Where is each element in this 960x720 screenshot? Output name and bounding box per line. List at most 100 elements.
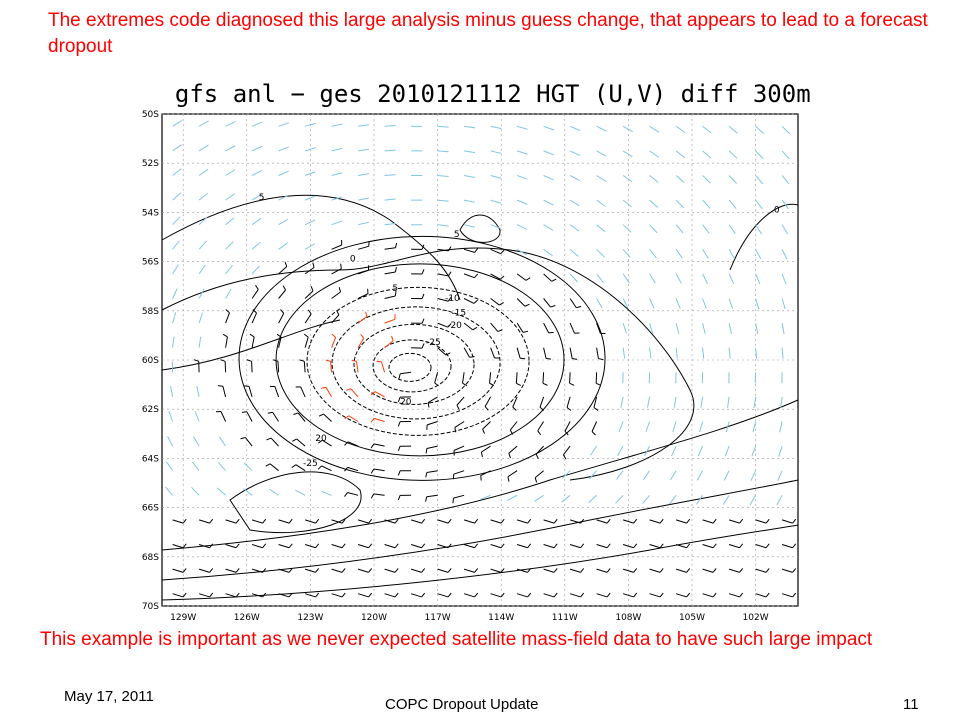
wind-barb [348,415,359,422]
wind-barb [437,150,449,153]
wind-barb-feather [395,242,398,248]
wind-barb [453,494,465,499]
wind-barb [649,199,659,208]
wind-barb [172,519,184,524]
contour-line [161,194,461,301]
wind-barb-feather [564,430,569,436]
wind-barb-feather [606,568,611,573]
wind-barb [728,224,736,234]
wind-barb [723,470,730,481]
wind-barb [569,224,580,232]
wind-barb [456,396,465,406]
wind-barb [569,199,580,207]
wind-barb-feather [548,331,554,334]
contour-line [306,286,530,436]
wind-barb [225,336,228,348]
wind-barb [561,470,571,479]
wind-barb [566,396,571,408]
wind-barb [543,519,555,524]
wind-barb-feather [633,518,638,524]
wind-barb [269,488,279,496]
wind-barb [384,318,396,324]
wind-barb [596,568,608,573]
wind-barb [508,445,518,454]
wind-barb-feather [280,309,285,314]
wind-barb [453,445,465,451]
wind-barb [622,298,629,309]
wind-barb-feather [546,357,552,360]
wind-barb [304,519,316,524]
wind-barb-feather [712,568,717,573]
wind-barb-feather [659,518,664,524]
contour-line [161,479,799,581]
wind-barb [427,396,438,403]
wind-barb [225,593,237,598]
wind-barb-feather [452,498,454,504]
wind-barb [331,123,343,127]
wind-barb [781,519,793,524]
wind-barb-feather [527,518,532,524]
y-tick-label: 54S [142,208,159,218]
wind-barb [543,347,547,359]
wind-barb [410,544,422,549]
wind-barb [596,544,608,549]
wind-barb [251,544,263,549]
wind-barb [644,445,651,457]
wind-barb-feather [312,262,315,268]
wind-barb-feather [524,303,530,307]
wind-barb [331,314,340,324]
wind-barb-feather [553,518,558,524]
wind-barb-feather [447,592,452,598]
wind-barb [410,519,422,524]
wind-barb [358,148,370,152]
wind-barb [269,463,279,472]
wind-barb [384,295,396,299]
wind-barb [374,391,385,398]
wind-barb-feather [331,333,336,338]
wind-barb [543,568,555,573]
wind-barb [702,150,712,159]
wind-barb [622,199,632,208]
wind-barb-feather [474,543,479,549]
wind-barb [331,291,341,299]
wind-barb [331,568,343,573]
wind-barb-feather [425,496,428,502]
wind-barb [728,175,738,184]
wind-barb [384,519,396,524]
wind-barb [515,372,518,384]
contour-label: 5 [392,284,398,294]
wind-barb [622,322,627,334]
wind-barb [778,445,783,457]
wind-barb [484,396,492,407]
wind-barb [596,224,606,233]
wind-barb [596,593,608,598]
wind-barb [728,322,732,334]
wind-barb [384,174,396,176]
wind-barb-feather [633,568,638,573]
wind-barb [304,568,316,573]
contour-line [275,263,565,457]
wind-barb-feather [341,592,346,598]
wind-barb-feather [310,286,314,292]
wind-barb [357,245,369,250]
wind-barb [543,199,554,206]
wind-barb [543,125,555,131]
wind-barb-feather [266,437,272,441]
wind-barb [776,495,783,506]
wind-barb [722,495,730,505]
wind-barb-feather [394,543,399,549]
wind-barb [198,168,209,176]
wind-barb [357,519,369,524]
wind-barb [512,396,518,408]
wind-barb [437,298,449,302]
wind-barb [671,445,677,457]
wind-barb [304,122,316,127]
wind-barb [251,121,263,127]
wind-barb [617,445,624,456]
wind-barb-feather [397,495,401,501]
wind-barb-feather [472,326,478,331]
wind-barb [244,437,253,447]
wind-barb-feather [553,592,558,598]
wind-barb-feather [482,428,485,434]
wind-barb [192,461,200,472]
